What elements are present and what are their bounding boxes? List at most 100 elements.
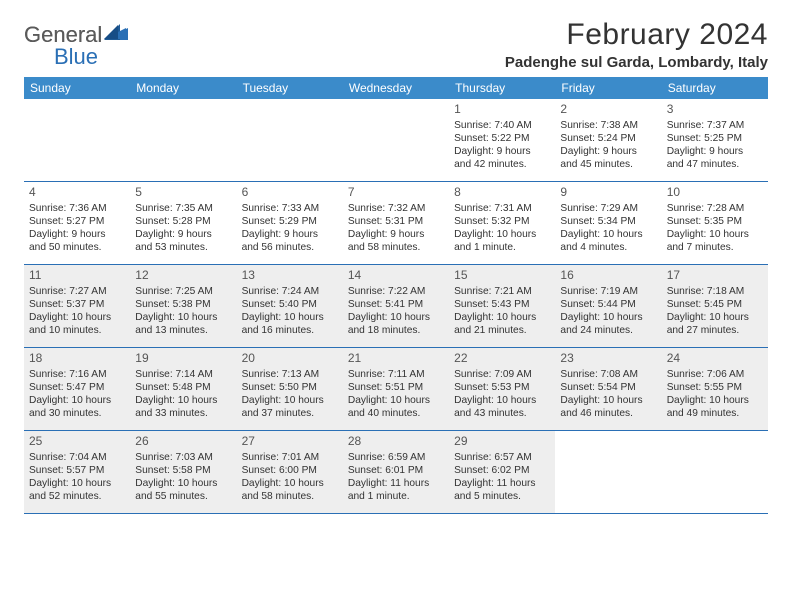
day-day2: and 1 minute. — [348, 490, 444, 503]
day-day1: Daylight: 10 hours — [667, 394, 763, 407]
day-number: 15 — [454, 268, 550, 284]
day-day1: Daylight: 10 hours — [454, 311, 550, 324]
day-sunset: Sunset: 5:45 PM — [667, 298, 763, 311]
day-day1: Daylight: 9 hours — [135, 228, 231, 241]
day-sunset: Sunset: 5:37 PM — [29, 298, 125, 311]
day-cell: 23Sunrise: 7:08 AMSunset: 5:54 PMDayligh… — [555, 348, 661, 430]
week-row: 1Sunrise: 7:40 AMSunset: 5:22 PMDaylight… — [24, 99, 768, 182]
day-sunset: Sunset: 6:01 PM — [348, 464, 444, 477]
day-number: 4 — [29, 185, 125, 201]
day-sunset: Sunset: 5:51 PM — [348, 381, 444, 394]
day-number: 14 — [348, 268, 444, 284]
day-number: 20 — [242, 351, 338, 367]
day-cell: 12Sunrise: 7:25 AMSunset: 5:38 PMDayligh… — [130, 265, 236, 347]
day-day1: Daylight: 10 hours — [242, 394, 338, 407]
logo-flag-icon-2 — [104, 25, 128, 46]
day-empty — [343, 99, 449, 181]
day-number: 1 — [454, 102, 550, 118]
day-sunset: Sunset: 5:31 PM — [348, 215, 444, 228]
day-day1: Daylight: 10 hours — [667, 228, 763, 241]
day-number: 27 — [242, 434, 338, 450]
day-number: 10 — [667, 185, 763, 201]
day-sunrise: Sunrise: 7:31 AM — [454, 202, 550, 215]
day-day1: Daylight: 9 hours — [29, 228, 125, 241]
day-cell: 20Sunrise: 7:13 AMSunset: 5:50 PMDayligh… — [237, 348, 343, 430]
weekday-friday: Friday — [555, 77, 661, 99]
day-day2: and 40 minutes. — [348, 407, 444, 420]
day-sunrise: Sunrise: 7:33 AM — [242, 202, 338, 215]
weekday-wednesday: Wednesday — [343, 77, 449, 99]
day-day2: and 7 minutes. — [667, 241, 763, 254]
day-number: 24 — [667, 351, 763, 367]
weekday-tuesday: Tuesday — [237, 77, 343, 99]
day-sunset: Sunset: 5:28 PM — [135, 215, 231, 228]
day-number: 23 — [560, 351, 656, 367]
day-number: 28 — [348, 434, 444, 450]
day-cell: 11Sunrise: 7:27 AMSunset: 5:37 PMDayligh… — [24, 265, 130, 347]
day-empty — [130, 99, 236, 181]
day-day1: Daylight: 9 hours — [560, 145, 656, 158]
day-sunrise: Sunrise: 7:16 AM — [29, 368, 125, 381]
day-cell: 19Sunrise: 7:14 AMSunset: 5:48 PMDayligh… — [130, 348, 236, 430]
weekday-thursday: Thursday — [449, 77, 555, 99]
day-sunrise: Sunrise: 7:32 AM — [348, 202, 444, 215]
day-sunset: Sunset: 6:00 PM — [242, 464, 338, 477]
day-day2: and 43 minutes. — [454, 407, 550, 420]
day-day1: Daylight: 10 hours — [348, 311, 444, 324]
day-number: 19 — [135, 351, 231, 367]
day-sunrise: Sunrise: 7:40 AM — [454, 119, 550, 132]
day-day2: and 52 minutes. — [29, 490, 125, 503]
day-sunrise: Sunrise: 7:08 AM — [560, 368, 656, 381]
day-number: 17 — [667, 268, 763, 284]
day-sunrise: Sunrise: 7:29 AM — [560, 202, 656, 215]
day-number: 16 — [560, 268, 656, 284]
day-day1: Daylight: 10 hours — [560, 228, 656, 241]
day-sunset: Sunset: 5:24 PM — [560, 132, 656, 145]
day-number: 26 — [135, 434, 231, 450]
day-day2: and 5 minutes. — [454, 490, 550, 503]
day-cell: 4Sunrise: 7:36 AMSunset: 5:27 PMDaylight… — [24, 182, 130, 264]
day-sunrise: Sunrise: 7:22 AM — [348, 285, 444, 298]
day-sunrise: Sunrise: 7:36 AM — [29, 202, 125, 215]
day-sunset: Sunset: 5:57 PM — [29, 464, 125, 477]
day-empty — [662, 431, 768, 513]
logo-text-blue: Blue — [54, 44, 98, 70]
day-sunset: Sunset: 5:54 PM — [560, 381, 656, 394]
day-sunrise: Sunrise: 7:14 AM — [135, 368, 231, 381]
day-number: 22 — [454, 351, 550, 367]
day-cell: 16Sunrise: 7:19 AMSunset: 5:44 PMDayligh… — [555, 265, 661, 347]
day-empty — [24, 99, 130, 181]
day-cell: 15Sunrise: 7:21 AMSunset: 5:43 PMDayligh… — [449, 265, 555, 347]
day-sunrise: Sunrise: 7:13 AM — [242, 368, 338, 381]
day-sunrise: Sunrise: 6:59 AM — [348, 451, 444, 464]
day-day2: and 16 minutes. — [242, 324, 338, 337]
day-sunset: Sunset: 5:25 PM — [667, 132, 763, 145]
day-cell: 13Sunrise: 7:24 AMSunset: 5:40 PMDayligh… — [237, 265, 343, 347]
day-cell: 17Sunrise: 7:18 AMSunset: 5:45 PMDayligh… — [662, 265, 768, 347]
day-sunrise: Sunrise: 7:25 AM — [135, 285, 231, 298]
day-day1: Daylight: 10 hours — [29, 394, 125, 407]
day-day1: Daylight: 11 hours — [454, 477, 550, 490]
day-sunset: Sunset: 5:55 PM — [667, 381, 763, 394]
day-cell: 26Sunrise: 7:03 AMSunset: 5:58 PMDayligh… — [130, 431, 236, 513]
day-day2: and 24 minutes. — [560, 324, 656, 337]
day-number: 29 — [454, 434, 550, 450]
day-day2: and 49 minutes. — [667, 407, 763, 420]
day-day1: Daylight: 9 hours — [348, 228, 444, 241]
day-day1: Daylight: 10 hours — [29, 311, 125, 324]
day-sunrise: Sunrise: 7:01 AM — [242, 451, 338, 464]
day-day1: Daylight: 10 hours — [242, 477, 338, 490]
day-cell: 9Sunrise: 7:29 AMSunset: 5:34 PMDaylight… — [555, 182, 661, 264]
day-sunset: Sunset: 5:58 PM — [135, 464, 231, 477]
day-day2: and 46 minutes. — [560, 407, 656, 420]
weeks-container: 1Sunrise: 7:40 AMSunset: 5:22 PMDaylight… — [24, 99, 768, 514]
day-sunset: Sunset: 5:44 PM — [560, 298, 656, 311]
day-number: 21 — [348, 351, 444, 367]
weekday-monday: Monday — [130, 77, 236, 99]
day-number: 5 — [135, 185, 231, 201]
day-day1: Daylight: 10 hours — [135, 477, 231, 490]
week-row: 11Sunrise: 7:27 AMSunset: 5:37 PMDayligh… — [24, 265, 768, 348]
day-cell: 22Sunrise: 7:09 AMSunset: 5:53 PMDayligh… — [449, 348, 555, 430]
day-empty — [555, 431, 661, 513]
day-sunset: Sunset: 5:27 PM — [29, 215, 125, 228]
